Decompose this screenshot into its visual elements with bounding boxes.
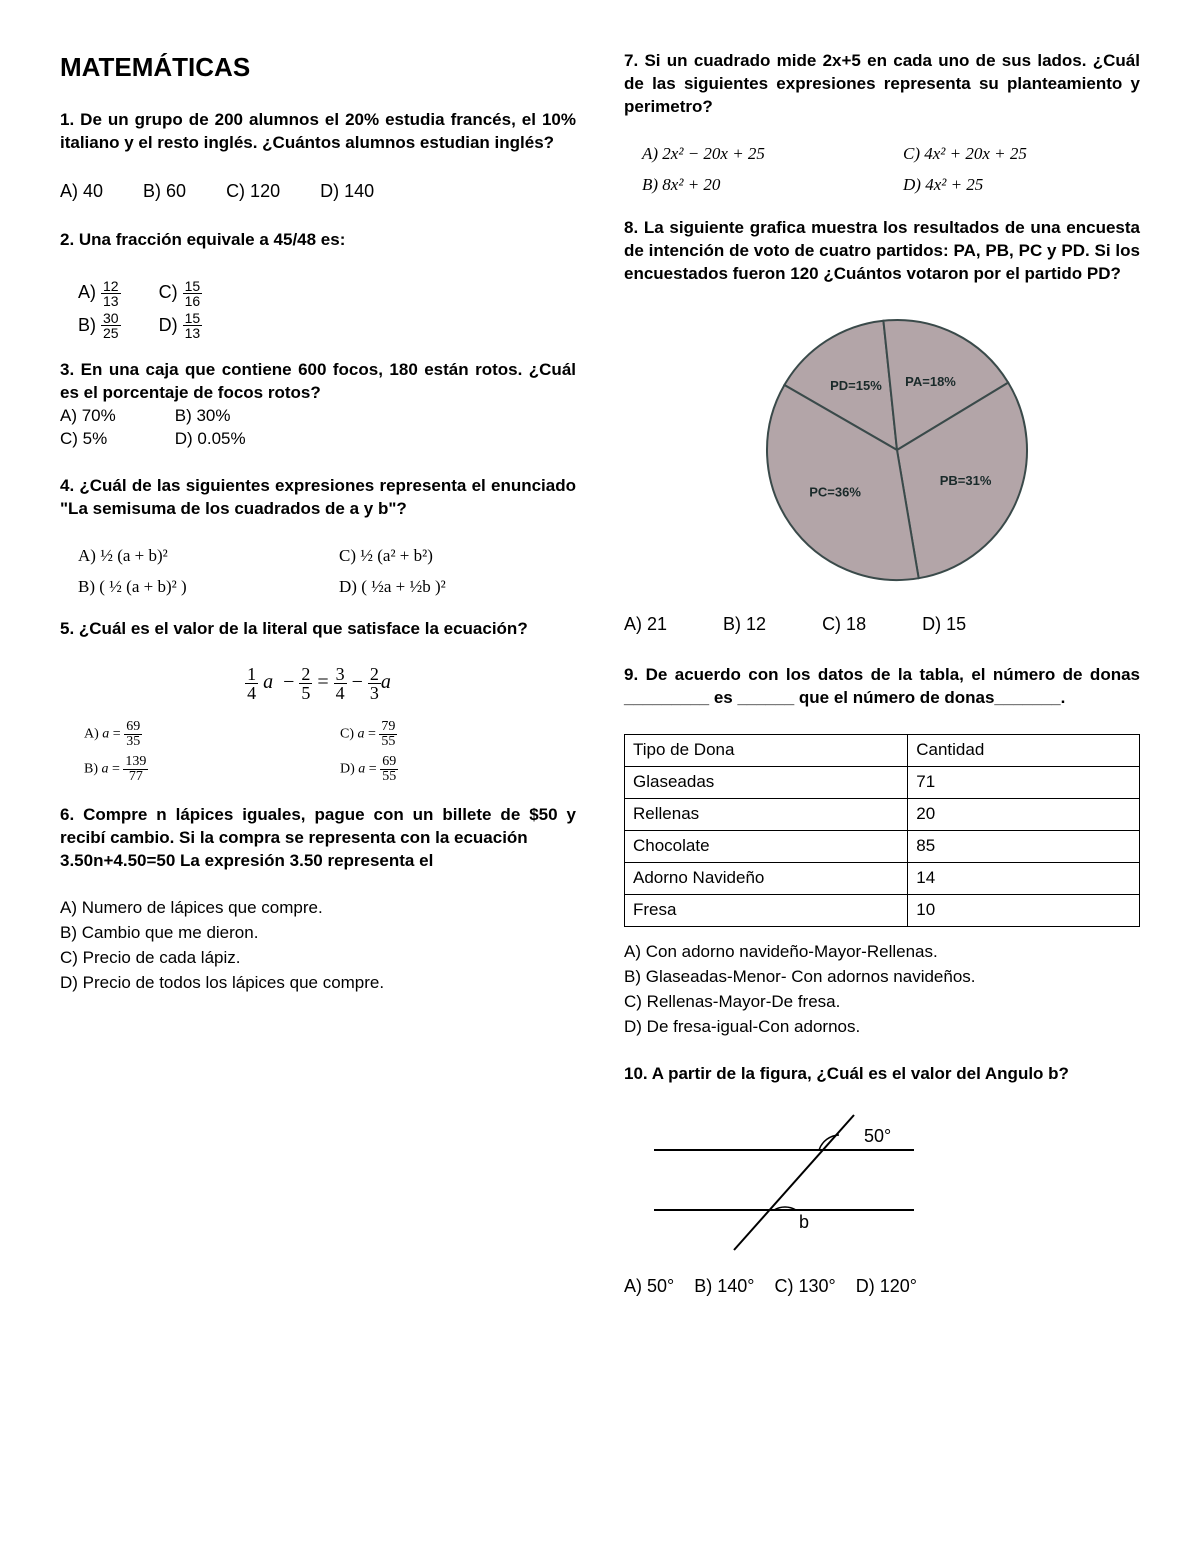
q6-opt-b: B) Cambio que me dieron. <box>60 922 576 945</box>
question-6: 6. Compre n lápices iguales, pague con u… <box>60 804 576 873</box>
q7-options: A) 2x² − 20x + 25 C) 4x² + 20x + 25 B) 8… <box>642 143 1140 197</box>
page-title: MATEMÁTICAS <box>60 50 576 85</box>
q2-opt-c: C) 1516 <box>159 276 203 308</box>
q8-opt-a: A) 21 <box>624 612 667 636</box>
q4-options: A) ½ (a + b)² C) ½ (a² + b²) B) ( ½ (a +… <box>78 545 576 599</box>
q10-options: A) 50° B) 140° C) 130° D) 120° <box>624 1274 1140 1298</box>
q8-opt-c: C) 18 <box>822 612 866 636</box>
th-tipo: Tipo de Dona <box>625 735 908 767</box>
q10-opt-d: D) 120° <box>856 1274 917 1298</box>
q4-opt-c: C) ½ (a² + b²) <box>339 545 576 568</box>
q2-options: A) 1213 C) 1516 B) 3025 D) 1513 <box>78 276 576 341</box>
q10-opt-b: B) 140° <box>694 1274 754 1298</box>
q6-opt-c: C) Precio de cada lápiz. <box>60 947 576 970</box>
q4-opt-d: D) ( ½a + ½b )² <box>339 576 576 599</box>
table-row: Rellenas20 <box>625 799 1140 831</box>
table-row: Glaseadas71 <box>625 767 1140 799</box>
pie-chart: PD=15% PA=18% PB=31% PC=36% <box>624 310 1140 597</box>
question-1: 1. De un grupo de 200 alumnos el 20% est… <box>60 109 576 155</box>
q7-opt-d: D) 4x² + 25 <box>903 174 1140 197</box>
q1-opt-a: A) 40 <box>60 179 103 203</box>
q4-opt-b: B) ( ½ (a + b)² ) <box>78 576 315 599</box>
q7-opt-b: B) 8x² + 20 <box>642 174 879 197</box>
q2-opt-a: A) 1213 <box>78 276 121 308</box>
q9-opt-a: A) Con adorno navideño-Mayor-Rellenas. <box>624 941 1140 964</box>
q3-opt-b: B) 30% <box>175 406 231 425</box>
q2-opt-b: B) 3025 <box>78 309 121 341</box>
q1-options: A) 40 B) 60 C) 120 D) 140 <box>60 179 576 203</box>
left-column: MATEMÁTICAS 1. De un grupo de 200 alumno… <box>60 50 576 1324</box>
q4-opt-a: A) ½ (a + b)² <box>78 545 315 568</box>
question-10: 10. A partir de la figura, ¿Cuál es el v… <box>624 1063 1140 1086</box>
angle-figure: 50° b <box>624 1110 1140 1267</box>
svg-text:PB=31%: PB=31% <box>940 472 992 487</box>
question-4: 4. ¿Cuál de las siguientes expresiones r… <box>60 475 576 521</box>
q1-opt-b: B) 60 <box>143 179 186 203</box>
question-5: 5. ¿Cuál es el valor de la literal que s… <box>60 618 576 641</box>
q1-opt-c: C) 120 <box>226 179 280 203</box>
svg-text:PD=15%: PD=15% <box>830 378 882 393</box>
right-column: 7. Si un cuadrado mide 2x+5 en cada uno … <box>624 50 1140 1324</box>
page: MATEMÁTICAS 1. De un grupo de 200 alumno… <box>60 50 1140 1324</box>
pie-svg: PD=15% PA=18% PB=31% PC=36% <box>722 310 1042 590</box>
q9-options: A) Con adorno navideño-Mayor-Rellenas. B… <box>624 941 1140 1039</box>
q7-opt-c: C) 4x² + 20x + 25 <box>903 143 1140 166</box>
q8-opt-d: D) 15 <box>922 612 966 636</box>
q9-opt-c: C) Rellenas-Mayor-De fresa. <box>624 991 1140 1014</box>
q6-options: A) Numero de lápices que compre. B) Camb… <box>60 897 576 995</box>
svg-text:PA=18%: PA=18% <box>905 373 956 388</box>
svg-text:PC=36%: PC=36% <box>809 484 861 499</box>
question-8: 8. La siguiente grafica muestra los resu… <box>624 217 1140 286</box>
q8-options: A) 21 B) 12 C) 18 D) 15 <box>624 612 1140 636</box>
table-row: Adorno Navideño14 <box>625 863 1140 895</box>
q3-opt-a: A) 70% <box>60 405 170 428</box>
q6-opt-a: A) Numero de lápices que compre. <box>60 897 576 920</box>
q10-opt-c: C) 130° <box>774 1274 835 1298</box>
q8-opt-b: B) 12 <box>723 612 766 636</box>
th-cantidad: Cantidad <box>908 735 1140 767</box>
donas-table: Tipo de Dona Cantidad Glaseadas71 Rellen… <box>624 734 1140 927</box>
q9-opt-d: D) De fresa-igual-Con adornos. <box>624 1016 1140 1039</box>
q5-opt-c: C) a = 7955 <box>340 720 576 749</box>
q5-equation: 14 a − 25 = 34 − 23a <box>60 665 576 702</box>
q2-opt-d: D) 1513 <box>159 309 203 341</box>
angle-svg: 50° b <box>624 1110 944 1260</box>
question-9: 9. De acuerdo con los datos de la tabla,… <box>624 664 1140 710</box>
q5-opt-d: D) a = 6955 <box>340 755 576 784</box>
angle-50-label: 50° <box>864 1126 891 1146</box>
question-3: 3. En una caja que contiene 600 focos, 1… <box>60 359 576 451</box>
q6-opt-d: D) Precio de todos los lápices que compr… <box>60 972 576 995</box>
q10-opt-a: A) 50° <box>624 1274 674 1298</box>
angle-b-label: b <box>799 1212 809 1232</box>
q9-opt-b: B) Glaseadas-Menor- Con adornos navideño… <box>624 966 1140 989</box>
q5-options: A) a = 6935 C) a = 7955 B) a = 13977 D) … <box>84 720 576 784</box>
table-row: Fresa10 <box>625 894 1140 926</box>
q3-opt-c: C) 5% <box>60 428 170 451</box>
q3-opt-d: D) 0.05% <box>175 429 246 448</box>
q5-opt-b: B) a = 13977 <box>84 755 320 784</box>
table-row: Chocolate85 <box>625 831 1140 863</box>
q7-opt-a: A) 2x² − 20x + 25 <box>642 143 879 166</box>
q1-opt-d: D) 140 <box>320 179 374 203</box>
question-7: 7. Si un cuadrado mide 2x+5 en cada uno … <box>624 50 1140 119</box>
q5-opt-a: A) a = 6935 <box>84 720 320 749</box>
question-2: 2. Una fracción equivale a 45/48 es: <box>60 229 576 252</box>
